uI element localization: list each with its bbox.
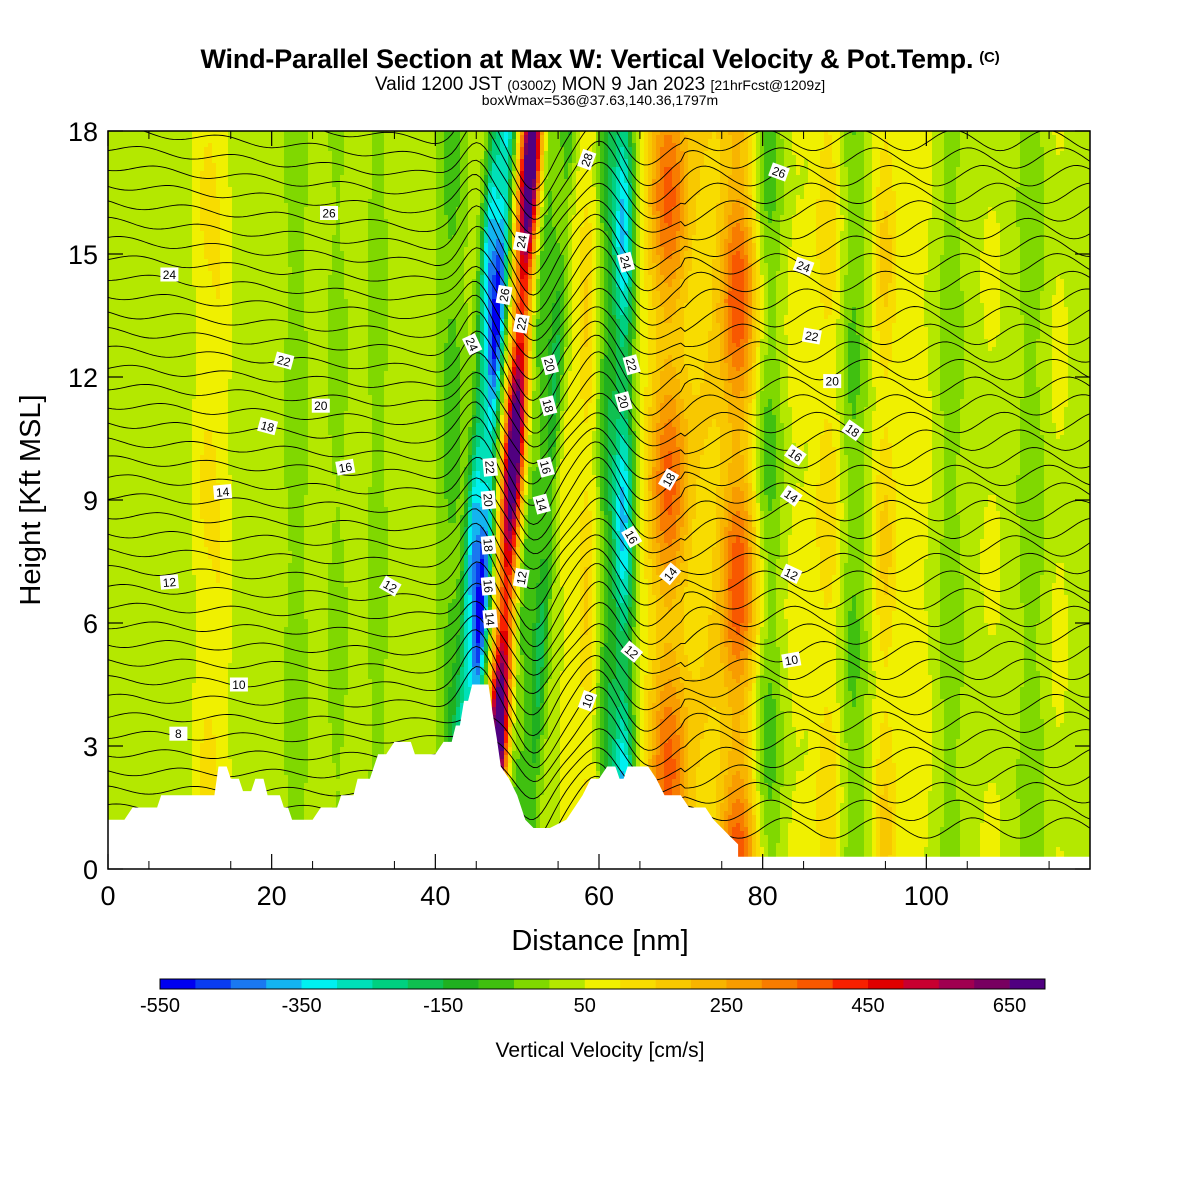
x-axis-title: Distance [nm] xyxy=(511,925,688,957)
theta-label: 22 xyxy=(802,328,822,345)
colorbar-title: Vertical Velocity [cm/s] xyxy=(496,1039,705,1062)
colorbar-swatch xyxy=(479,979,515,989)
colorbar-swatch xyxy=(231,979,267,989)
theta-label: 10 xyxy=(230,678,248,693)
theta-label-text: 18 xyxy=(480,538,495,553)
colorbar-swatch xyxy=(939,979,975,989)
y-tick-label: 0 xyxy=(83,855,98,885)
theta-label-text: 22 xyxy=(482,460,497,475)
colorbar-swatch xyxy=(656,979,692,989)
theta-label: 24 xyxy=(513,232,530,252)
x-tick-label: 40 xyxy=(420,881,450,911)
theta-label-text: 10 xyxy=(232,678,246,692)
theta-label-text: 12 xyxy=(514,570,530,586)
colorbar-swatch xyxy=(585,979,621,989)
theta-label-text: 20 xyxy=(314,399,328,413)
theta-label: 12 xyxy=(160,574,179,590)
theta-label: 20 xyxy=(312,399,330,414)
colorbar-tick-label: 450 xyxy=(851,995,884,1017)
colorbar-swatch xyxy=(903,979,939,989)
colorbar: -550 -350 -150 50 250 450 650 xyxy=(140,979,1045,1017)
colorbar-tick-label: 650 xyxy=(993,995,1026,1017)
x-tick-label: 100 xyxy=(904,881,949,911)
theta-label: 20 xyxy=(480,490,496,509)
theta-label: 12 xyxy=(513,568,530,588)
colorbar-swatch xyxy=(620,979,656,989)
theta-label-text: 16 xyxy=(480,579,495,594)
colorbar-swatch xyxy=(549,979,585,989)
x-tick-label: 80 xyxy=(748,881,778,911)
y-axis-title: Height [Kft MSL] xyxy=(15,394,47,605)
colorbar-tick-label: -550 xyxy=(140,995,180,1017)
theta-label-text: 26 xyxy=(322,207,336,221)
y-tick-label: 3 xyxy=(83,732,98,762)
colorbar-swatch xyxy=(762,979,798,989)
colorbar-swatch xyxy=(1010,979,1046,989)
theta-label: 26 xyxy=(496,285,513,305)
y-tick-label: 18 xyxy=(68,117,98,147)
theta-label: 16 xyxy=(480,577,496,596)
colorbar-swatch xyxy=(833,979,869,989)
theta-label: 26 xyxy=(320,206,338,221)
colorbar-swatch xyxy=(372,979,408,989)
colorbar-swatch xyxy=(195,979,231,989)
colorbar-tick-label: -150 xyxy=(423,995,463,1017)
theta-label: 14 xyxy=(213,484,232,500)
theta-label-text: 12 xyxy=(162,575,177,590)
x-tick-label: 0 xyxy=(100,881,115,911)
theta-label-text: 20 xyxy=(826,375,840,389)
colorbar-swatch xyxy=(302,979,338,989)
theta-label-text: 24 xyxy=(163,268,177,282)
theta-label: 14 xyxy=(482,609,498,628)
colorbar-tick-label: 50 xyxy=(574,995,596,1017)
colorbar-swatch xyxy=(443,979,479,989)
y-tick-label: 15 xyxy=(68,240,98,270)
theta-label: 18 xyxy=(480,536,496,555)
theta-label: 20 xyxy=(823,374,841,389)
theta-label-text: 14 xyxy=(482,612,497,627)
colorbar-swatch xyxy=(160,979,196,989)
theta-label-text: 24 xyxy=(514,234,530,250)
theta-label: 8 xyxy=(169,727,187,742)
theta-label-text: 16 xyxy=(338,460,354,476)
theta-label: 24 xyxy=(160,268,178,283)
theta-label-text: 22 xyxy=(514,316,530,332)
y-tick-label: 9 xyxy=(83,486,98,516)
theta-label-text: 26 xyxy=(497,287,513,303)
colorbar-swatch xyxy=(337,979,373,989)
colorbar-swatch xyxy=(974,979,1010,989)
colorbar-swatch xyxy=(514,979,550,989)
y-tick-label: 12 xyxy=(68,363,98,393)
theta-label: 22 xyxy=(482,458,498,477)
colorbar-swatch xyxy=(691,979,727,989)
theta-label-text: 22 xyxy=(804,328,820,344)
colorbar-swatch xyxy=(726,979,762,989)
colorbar-swatch xyxy=(266,979,302,989)
theta-label: 16 xyxy=(335,459,355,476)
x-tick-label: 60 xyxy=(584,881,614,911)
colorbar-tick-label: 250 xyxy=(710,995,743,1017)
colorbar-swatch xyxy=(408,979,444,989)
x-tick-label: 20 xyxy=(257,881,287,911)
theta-label-text: 14 xyxy=(215,485,230,500)
theta-label-text: 20 xyxy=(480,493,495,508)
theta-label-text: 10 xyxy=(784,652,800,668)
theta-label: 22 xyxy=(513,314,530,334)
y-tick-label: 6 xyxy=(83,609,98,639)
theta-label-text: 8 xyxy=(175,727,182,741)
colorbar-swatch xyxy=(797,979,833,989)
theta-label: 10 xyxy=(781,651,801,668)
colorbar-tick-label: -350 xyxy=(282,995,322,1017)
colorbar-swatch xyxy=(868,979,904,989)
